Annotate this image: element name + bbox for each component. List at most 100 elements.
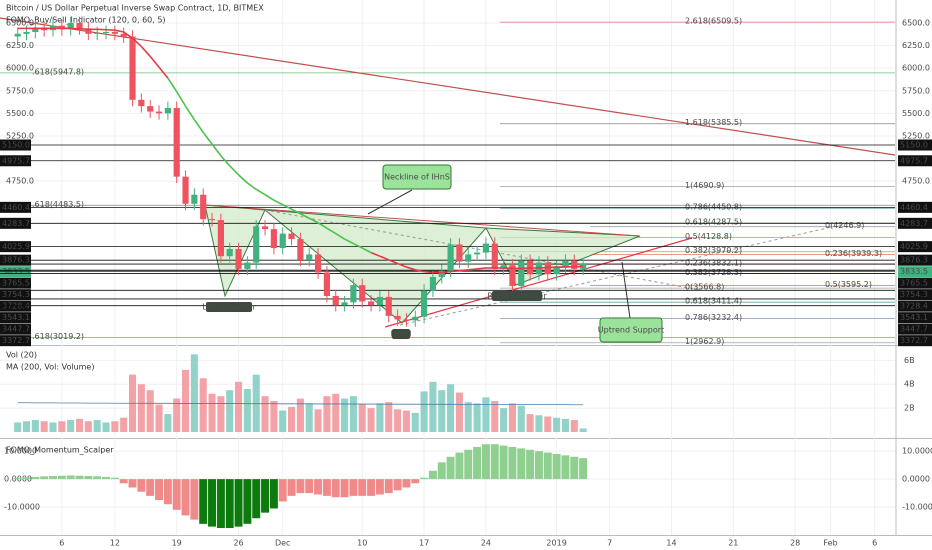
level-box <box>0 335 31 347</box>
momentum-bar <box>57 475 66 480</box>
indicator-line <box>193 119 204 133</box>
volume-bar <box>429 381 437 432</box>
candle-body <box>217 220 224 257</box>
indicator-line <box>388 259 398 265</box>
indicator-line <box>344 238 354 245</box>
candle-body <box>288 233 295 240</box>
momentum-bar <box>181 479 190 516</box>
volume-bar <box>367 408 375 432</box>
level-box <box>898 155 932 167</box>
long-trendline <box>0 17 896 156</box>
level-label: 5150.0 <box>900 141 928 150</box>
level-label: 3765.5 <box>900 279 928 288</box>
volume-bar <box>508 403 516 432</box>
momentum-tick-label: -10.0000 <box>902 503 932 512</box>
momentum-bar <box>278 479 287 502</box>
fib-label: .618(3019.2) <box>32 332 84 341</box>
uptrend-support <box>384 237 693 328</box>
indicator-line <box>308 217 319 224</box>
level-label: 4975.7 <box>900 156 928 165</box>
volume-bar <box>500 408 508 432</box>
momentum-bar <box>296 479 305 494</box>
neckline <box>204 204 641 237</box>
indicator-line <box>264 194 275 201</box>
volume-bar <box>261 396 269 432</box>
x-tick-label: 2019 <box>546 539 566 548</box>
volume-tick-label: 4B <box>904 380 915 389</box>
x-tick-label: Dec <box>275 539 290 548</box>
level-label: 4025.9 <box>900 242 928 251</box>
y-tick-label: 5500.0 <box>902 109 930 118</box>
candle-body <box>438 270 445 278</box>
fib-label: 1(2962.9) <box>685 337 724 346</box>
y-tick-label: 6000.0 <box>902 64 930 73</box>
x-tick-label: 10 <box>357 539 367 548</box>
candle-body <box>120 33 127 37</box>
y-tick-label: 6000.0 <box>6 64 34 73</box>
indicator-line <box>353 242 363 249</box>
tag-box <box>206 302 252 312</box>
level-box <box>898 139 932 151</box>
y-tick-label: 6250.0 <box>902 41 930 50</box>
momentum-bar <box>570 456 579 480</box>
level-box <box>0 323 31 335</box>
y-tick-label: 5250.0 <box>902 131 930 140</box>
candle-body <box>138 99 145 107</box>
volume-bar <box>579 428 587 432</box>
momentum-bar <box>269 479 278 509</box>
momentum-bar <box>252 479 261 519</box>
momentum-bar <box>420 477 429 480</box>
fib-label: 0.382(3728.3) <box>685 268 742 277</box>
candle-body <box>94 32 101 34</box>
level-box <box>898 300 932 312</box>
momentum-bar <box>499 445 508 480</box>
momentum-bar <box>49 476 57 480</box>
x-tick-label: 6 <box>59 539 64 548</box>
x-tick-label: 14 <box>666 539 676 548</box>
momentum-bar <box>287 479 296 496</box>
volume-bar <box>182 369 190 432</box>
candle-body <box>102 32 110 34</box>
volume-bar <box>376 403 384 432</box>
indicator-line <box>238 174 248 184</box>
fib-label: 0.618(3411.4) <box>685 297 742 306</box>
indicator-line <box>158 66 169 79</box>
volume-bar <box>31 420 39 432</box>
volume-bar <box>561 418 569 432</box>
volume-bar <box>447 384 455 432</box>
indicator-line <box>211 143 222 157</box>
volume-bar <box>111 421 119 432</box>
volume-bar <box>226 390 234 432</box>
volume-ma <box>17 402 584 406</box>
y-tick-label: 4750.0 <box>902 177 930 186</box>
candle-body <box>447 244 454 271</box>
candle-body <box>456 244 463 262</box>
momentum-bar <box>146 479 155 496</box>
momentum-tick-label: 0.0000 <box>902 475 930 484</box>
volume-bar <box>332 393 340 432</box>
candle-body <box>147 106 154 112</box>
candle-body <box>200 194 207 220</box>
level-label: 3372.7 <box>900 336 928 345</box>
candle-body <box>208 219 216 221</box>
level-label: 3833.5 <box>2 267 30 276</box>
momentum-bar <box>243 479 252 524</box>
fib-label: 0.5(3595.2) <box>825 280 872 289</box>
candle-body <box>76 22 83 29</box>
momentum-bar <box>225 479 234 529</box>
candle-body <box>571 260 578 269</box>
indicator-line <box>406 266 416 271</box>
level-box <box>0 312 31 324</box>
level-box <box>898 323 932 335</box>
indicator-line <box>468 268 478 271</box>
indicator-line <box>255 188 266 196</box>
volume-label: Vol (20) <box>6 351 37 360</box>
level-box <box>898 201 932 213</box>
volume-ma-label: MA (200, Vol: Volume) <box>6 363 94 372</box>
indicator-line <box>397 262 407 268</box>
indicator-line <box>282 203 292 210</box>
momentum-bar <box>31 476 40 480</box>
volume-bar <box>84 421 92 432</box>
indicator-line <box>450 269 460 273</box>
candle-body <box>32 27 39 33</box>
